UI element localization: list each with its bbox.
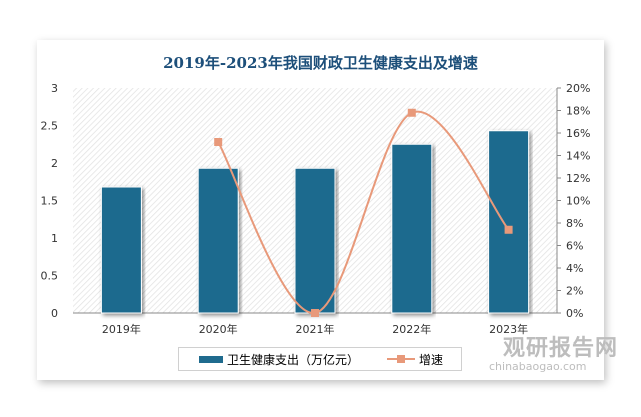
bar <box>488 130 530 314</box>
legend-label: 增速 <box>419 352 444 367</box>
legend-item-growth: 增速 <box>387 351 443 368</box>
legend: 卫生健康支出（万亿元） 增速 <box>178 347 462 371</box>
bar <box>391 143 433 314</box>
y-right-tick-label: 16% <box>566 127 590 140</box>
y-right-tick-label: 6% <box>566 240 583 253</box>
legend-label: 卫生健康支出（万亿元） <box>227 352 360 367</box>
y-right-tick-label: 20% <box>566 82 590 95</box>
growth-marker <box>214 138 223 146</box>
y-left-tick-label: 3 <box>51 82 58 95</box>
y-left-tick-label: 2 <box>51 157 58 170</box>
legend-line-swatch <box>387 355 416 363</box>
x-tick-label: 2023年 <box>489 322 528 336</box>
y-left-tick-label: 2.5 <box>41 120 59 133</box>
growth-marker <box>504 225 513 234</box>
x-tick-label: 2022年 <box>392 322 431 336</box>
y-left-tick-label: 0 <box>51 307 58 320</box>
legend-bar-swatch <box>199 355 223 363</box>
y-right-tick-label: 0% <box>566 307 583 320</box>
watermark-en: chinabaogao.com <box>489 360 587 373</box>
y-right-tick-label: 4% <box>566 262 583 275</box>
y-right-tick-label: 12% <box>566 172 590 185</box>
growth-line <box>217 110 510 315</box>
watermark: 观研报告网 chinabaogao.com <box>475 330 618 373</box>
y-right-tick-label: 8% <box>566 217 583 230</box>
x-tick-label: 2019年 <box>102 322 141 336</box>
y-left-tick-label: 0.5 <box>41 270 59 283</box>
x-tick-label: 2020年 <box>199 322 238 336</box>
y-left-tick-label: 1.5 <box>41 195 59 208</box>
y-right-tick-label: 2% <box>566 285 583 298</box>
y-right-tick-label: 14% <box>566 150 590 163</box>
bar <box>100 186 142 314</box>
y-right-tick-label: 10% <box>566 195 590 208</box>
growth-marker <box>407 108 416 117</box>
y-left-tick-label: 1 <box>51 232 58 245</box>
chart-title: 2019年-2023年我国财政卫生健康支出及增速 <box>163 54 478 72</box>
watermark-cn: 观研报告网 <box>503 336 619 361</box>
y-right-tick-label: 18% <box>566 105 590 118</box>
bar <box>197 167 239 314</box>
x-tick-label: 2021年 <box>296 322 335 336</box>
bar <box>294 167 336 314</box>
legend-item-spending: 卫生健康支出（万亿元） <box>199 351 359 368</box>
growth-marker <box>311 309 319 317</box>
